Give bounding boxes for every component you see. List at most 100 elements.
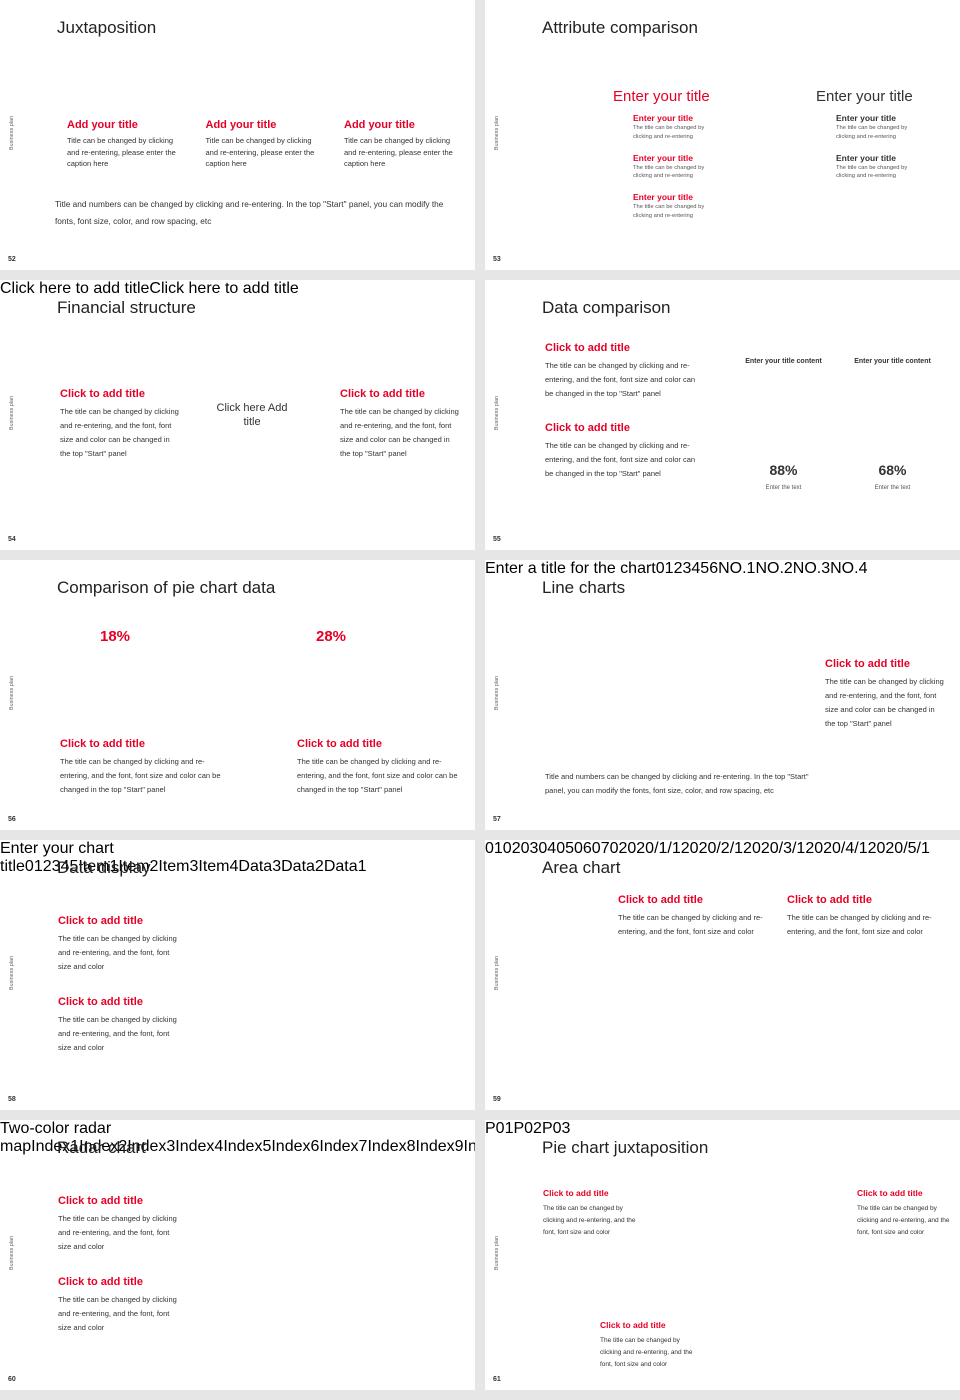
side-label: Business plan bbox=[494, 1235, 500, 1271]
slide-graphics: Click here to add titleClick here to add… bbox=[0, 280, 299, 298]
y-tick-label: 4 bbox=[691, 560, 701, 577]
card-title: Enter your title content bbox=[745, 358, 822, 365]
card-title: Add your title bbox=[205, 119, 277, 131]
block-text: The title can be changed by clicking and… bbox=[600, 1336, 693, 1368]
block-text: The title can be changed by clicking and… bbox=[60, 757, 221, 794]
note: Title and numbers can be changed by clic… bbox=[55, 199, 444, 226]
category-label: Index2 bbox=[79, 1138, 128, 1155]
page-number: 53 bbox=[493, 256, 501, 263]
block-title: Click to add title bbox=[543, 1188, 609, 1198]
block-title: Click to add title bbox=[58, 1276, 143, 1288]
block-title: Click to add title bbox=[340, 388, 425, 400]
y-tick-label: Item1 bbox=[78, 858, 119, 875]
slide-title: Data comparison bbox=[542, 298, 671, 317]
block-text: The title can be changed by clicking and… bbox=[545, 361, 696, 398]
page-number: 61 bbox=[493, 1376, 501, 1383]
slide: Business plan 56 Comparison of pie chart d… bbox=[0, 560, 475, 830]
y-tick-label: 2 bbox=[673, 560, 683, 577]
item-title: Enter your title bbox=[633, 192, 693, 202]
item-text: The title can be changed by clicking and… bbox=[633, 204, 705, 219]
y-tick-label: 0 bbox=[485, 840, 494, 857]
x-tick-label: 5 bbox=[69, 858, 79, 875]
card-text: Title can be changed by clicking and re-… bbox=[205, 136, 315, 169]
y-tick-label: 10 bbox=[493, 840, 512, 857]
category-label: Index4 bbox=[175, 1138, 224, 1155]
y-tick-label: 70 bbox=[600, 840, 619, 857]
slide: Business plan 52 Juxtaposition Add your tit… bbox=[0, 0, 475, 270]
block-title: Click to add title bbox=[297, 738, 382, 750]
card-title: Enter your title content bbox=[854, 358, 931, 365]
block-title: Click to add title bbox=[857, 1188, 923, 1198]
block-title: Click to add title bbox=[58, 1195, 143, 1207]
block-title: Click to add title bbox=[545, 342, 630, 354]
card-text: Title can be changed by clicking and re-… bbox=[67, 136, 176, 169]
card-title: Add your title bbox=[67, 119, 138, 131]
slide: P01P02P03 Business plan 61 Pie chart juxtap… bbox=[485, 1120, 960, 1390]
item-text: The title can be changed by clicking and… bbox=[836, 164, 908, 180]
legend-label: Data1 bbox=[323, 858, 367, 875]
block-text: The title can be changed by clicking and… bbox=[340, 407, 459, 458]
slide-title: Pie chart juxtaposition bbox=[542, 1138, 709, 1157]
category-label: Index5 bbox=[223, 1138, 272, 1155]
block-title: Click to add title bbox=[58, 915, 143, 927]
category-label: Index6 bbox=[271, 1138, 320, 1155]
block-text: The title can be changed by clicking and… bbox=[297, 757, 458, 794]
category-label: Index8 bbox=[367, 1138, 416, 1155]
slide-title: Comparison of pie chart data bbox=[57, 578, 276, 597]
x-tick-label: 2020/1/1 bbox=[618, 840, 681, 857]
y-tick-label: Item3 bbox=[158, 858, 199, 875]
block-text: The title can be changed by clicking and… bbox=[857, 1204, 950, 1236]
card-title: Add your title bbox=[344, 119, 415, 131]
x-tick-label: 1 bbox=[33, 858, 43, 875]
slide-title: Attribute comparison bbox=[542, 18, 698, 37]
page-number: 55 bbox=[493, 536, 501, 543]
slide-title: Area chart bbox=[542, 858, 621, 877]
value-label: 68% bbox=[878, 462, 907, 478]
slide-title: Line charts bbox=[542, 578, 626, 597]
category-label: Index9 bbox=[415, 1138, 464, 1155]
block-title: Click to add title bbox=[825, 658, 910, 670]
block-text: The title can be changed by clicking and… bbox=[545, 441, 696, 478]
slide: Enter your chart title012345Item1Item2It… bbox=[0, 840, 475, 1110]
x-tick-label: NO.3 bbox=[792, 560, 831, 577]
y-tick-label: 30 bbox=[529, 840, 548, 857]
page-number: 54 bbox=[8, 536, 16, 543]
arrow-label: Click here to add title bbox=[0, 280, 149, 297]
side-label: Business plan bbox=[494, 955, 500, 991]
block-title: Click to add title bbox=[600, 1320, 666, 1330]
page-number: 52 bbox=[8, 256, 16, 263]
item-text: The title can be changed by clicking and… bbox=[836, 125, 908, 140]
slide-graphics: 0102030405060702020/1/12020/2/12020/3/12… bbox=[485, 840, 930, 858]
arrow-label-text: Click here to add title bbox=[0, 280, 150, 297]
y-tick-label: 60 bbox=[582, 840, 601, 857]
page-number: 58 bbox=[8, 1096, 16, 1103]
slide: Business plan 55 Data comparison Click to a… bbox=[485, 280, 960, 550]
side-label: Business plan bbox=[9, 675, 15, 711]
arrow-label-text: Click here to add title bbox=[149, 280, 299, 297]
value-label: 28% bbox=[316, 628, 347, 645]
side-label: Business plan bbox=[9, 955, 15, 991]
side-label: Business plan bbox=[9, 395, 15, 431]
page-number: 57 bbox=[493, 816, 501, 823]
legend-label: Data3 bbox=[238, 858, 282, 875]
x-tick-label: NO.2 bbox=[755, 560, 793, 577]
slide: Business plan 53 Attribute comparison Enter… bbox=[485, 0, 960, 270]
x-tick-label: 2020/2/1 bbox=[680, 840, 744, 857]
y-tick-label: Item2 bbox=[118, 858, 159, 875]
slide-title: Juxtaposition bbox=[57, 18, 157, 37]
card-text: Title can be changed by clicking and re-… bbox=[344, 136, 453, 169]
x-tick-label: 4 bbox=[60, 858, 70, 875]
legend-label: Data2 bbox=[281, 858, 324, 875]
slide: Enter a title for the chart0123456NO.1NO… bbox=[485, 560, 960, 830]
y-tick-label: 50 bbox=[565, 840, 583, 857]
segment-label: P02 bbox=[513, 1120, 542, 1137]
slide-title: Financial structure bbox=[57, 298, 196, 317]
y-tick-label: 1 bbox=[664, 560, 674, 577]
segment-label: P01 bbox=[485, 1120, 514, 1137]
page-number: 56 bbox=[8, 816, 16, 823]
slide: Click here to add titleClick here to add… bbox=[0, 280, 475, 550]
side-label: Business plan bbox=[494, 395, 500, 431]
side-label: Business plan bbox=[9, 1235, 15, 1271]
x-tick-label: 2 bbox=[42, 858, 52, 875]
block-title: Click to add title bbox=[618, 894, 703, 906]
